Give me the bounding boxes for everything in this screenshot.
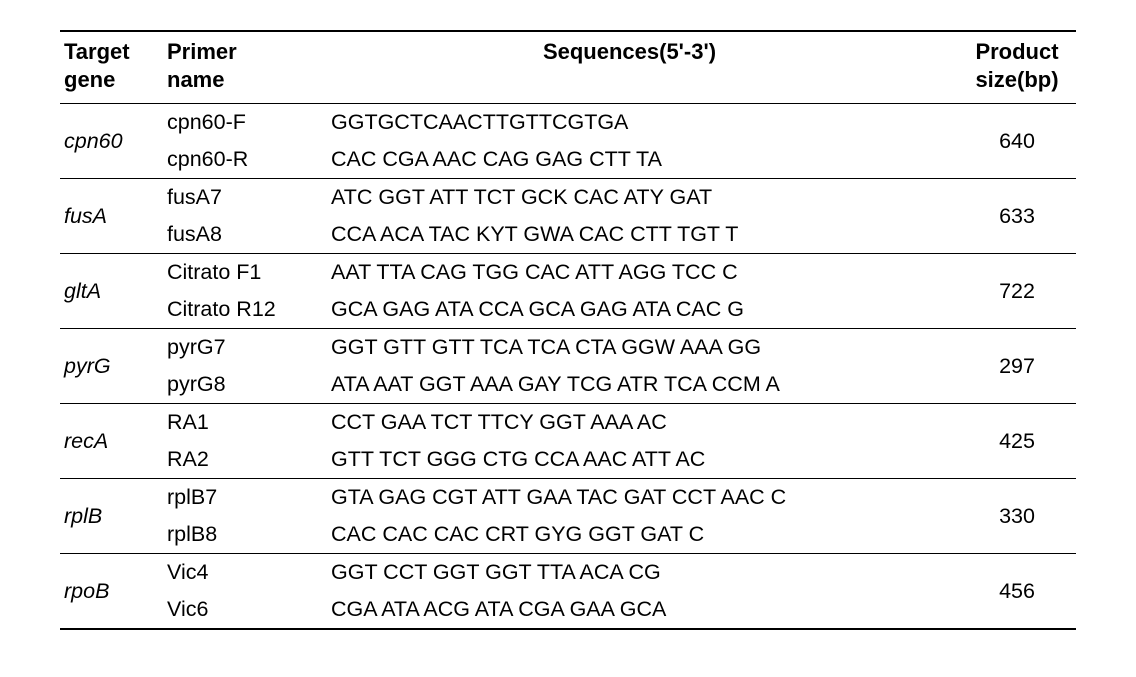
header-seq: Sequences(5'-3') [301, 31, 958, 104]
sequence: GCA GAG ATA CCA GCA GAG ATA CAC G [301, 291, 958, 329]
primer-name: pyrG8 [163, 366, 301, 404]
gene-cell: fusA [60, 179, 163, 254]
primer-name: cpn60-R [163, 141, 301, 179]
table-row: gltACitrato F1AAT TTA CAG TGG CAC ATT AG… [60, 254, 1076, 292]
primer-name: pyrG7 [163, 329, 301, 367]
sequence: ATC GGT ATT TCT GCK CAC ATY GAT [301, 179, 958, 217]
sequence: CCA ACA TAC KYT GWA CAC CTT TGT T [301, 216, 958, 254]
product-size: 297 [958, 329, 1076, 404]
product-size: 456 [958, 554, 1076, 630]
primer-name: Citrato R12 [163, 291, 301, 329]
gene-cell: cpn60 [60, 104, 163, 179]
header-size-l1: Product [975, 39, 1058, 64]
product-size: 640 [958, 104, 1076, 179]
sequence: CGA ATA ACG ATA CGA GAA GCA [301, 591, 958, 629]
primer-name: Vic6 [163, 591, 301, 629]
primer-name: RA2 [163, 441, 301, 479]
table-row: rplB8CAC CAC CAC CRT GYG GGT GAT C [60, 516, 1076, 554]
primer-table: Target gene Primer name Sequences(5'-3')… [60, 30, 1076, 630]
sequence: GGTGCTCAACTTGTTCGTGA [301, 104, 958, 142]
primer-name: fusA8 [163, 216, 301, 254]
gene-cell: pyrG [60, 329, 163, 404]
sequence: GGT CCT GGT GGT TTA ACA CG [301, 554, 958, 592]
table-row: fusA8CCA ACA TAC KYT GWA CAC CTT TGT T [60, 216, 1076, 254]
product-size: 425 [958, 404, 1076, 479]
header-size: Product size(bp) [958, 31, 1076, 104]
header-size-l2: size(bp) [975, 67, 1058, 92]
table-row: pyrGpyrG7GGT GTT GTT TCA TCA CTA GGW AAA… [60, 329, 1076, 367]
table-body: cpn60cpn60-FGGTGCTCAACTTGTTCGTGA640cpn60… [60, 104, 1076, 630]
header-primer: Primer name [163, 31, 301, 104]
table-row: Vic6CGA ATA ACG ATA CGA GAA GCA [60, 591, 1076, 629]
header-primer-l1: Primer [167, 39, 237, 64]
primer-name: RA1 [163, 404, 301, 442]
product-size: 722 [958, 254, 1076, 329]
gene-cell: rplB [60, 479, 163, 554]
primer-name: Vic4 [163, 554, 301, 592]
header-gene-l1: Target [64, 39, 130, 64]
table-row: rpoBVic4GGT CCT GGT GGT TTA ACA CG456 [60, 554, 1076, 592]
sequence: CAC CGA AAC CAG GAG CTT TA [301, 141, 958, 179]
sequence: GTA GAG CGT ATT GAA TAC GAT CCT AAC C [301, 479, 958, 517]
table-row: cpn60-RCAC CGA AAC CAG GAG CTT TA [60, 141, 1076, 179]
sequence: CAC CAC CAC CRT GYG GGT GAT C [301, 516, 958, 554]
table-row: cpn60cpn60-FGGTGCTCAACTTGTTCGTGA640 [60, 104, 1076, 142]
primer-name: rplB8 [163, 516, 301, 554]
gene-cell: recA [60, 404, 163, 479]
table-row: pyrG8ATA AAT GGT AAA GAY TCG ATR TCA CCM… [60, 366, 1076, 404]
table-row: rplBrplB7GTA GAG CGT ATT GAA TAC GAT CCT… [60, 479, 1076, 517]
sequence: GGT GTT GTT TCA TCA CTA GGW AAA GG [301, 329, 958, 367]
header-gene: Target gene [60, 31, 163, 104]
primer-name: fusA7 [163, 179, 301, 217]
table-row: RA2GTT TCT GGG CTG CCA AAC ATT AC [60, 441, 1076, 479]
sequence: GTT TCT GGG CTG CCA AAC ATT AC [301, 441, 958, 479]
primer-name: cpn60-F [163, 104, 301, 142]
sequence: ATA AAT GGT AAA GAY TCG ATR TCA CCM A [301, 366, 958, 404]
table-row: fusAfusA7ATC GGT ATT TCT GCK CAC ATY GAT… [60, 179, 1076, 217]
header-gene-l2: gene [64, 67, 115, 92]
product-size: 330 [958, 479, 1076, 554]
product-size: 633 [958, 179, 1076, 254]
gene-cell: gltA [60, 254, 163, 329]
gene-cell: rpoB [60, 554, 163, 630]
primer-name: Citrato F1 [163, 254, 301, 292]
primer-name: rplB7 [163, 479, 301, 517]
header-primer-l2: name [167, 67, 224, 92]
sequence: CCT GAA TCT TTCY GGT AAA AC [301, 404, 958, 442]
table-row: recARA1CCT GAA TCT TTCY GGT AAA AC425 [60, 404, 1076, 442]
table-row: Citrato R12GCA GAG ATA CCA GCA GAG ATA C… [60, 291, 1076, 329]
sequence: AAT TTA CAG TGG CAC ATT AGG TCC C [301, 254, 958, 292]
